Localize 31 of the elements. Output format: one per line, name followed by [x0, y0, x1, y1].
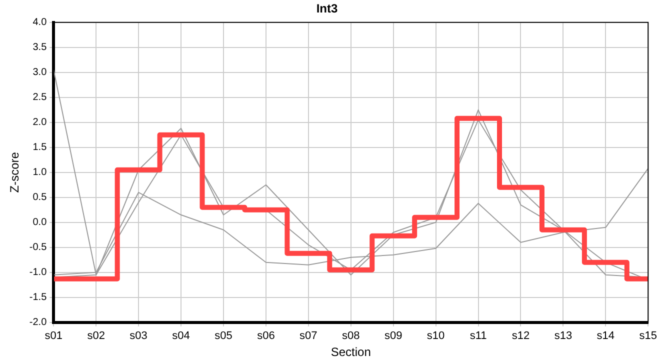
y-tick-label: -0.5	[29, 242, 48, 254]
x-tick-label: s11	[470, 330, 487, 342]
x-tick-label: s06	[257, 330, 275, 342]
x-tick-label: s08	[342, 330, 360, 342]
x-tick-label: s12	[512, 330, 530, 342]
x-tick-label: s02	[87, 330, 105, 342]
y-axis-title: Z-score	[8, 152, 22, 193]
y-tick-label: 3.5	[32, 42, 48, 54]
y-tick-label: -1.5	[29, 292, 48, 304]
x-tick-label: s10	[426, 330, 445, 342]
x-tick-label: s15	[639, 330, 658, 342]
x-tick-label: s07	[300, 330, 318, 342]
x-tick-label: s01	[44, 330, 63, 342]
y-tick-label: 1.5	[32, 142, 48, 154]
x-tick-label: s09	[384, 330, 402, 342]
x-tick-label: s13	[554, 330, 572, 342]
y-tick-label: 2.5	[32, 92, 48, 104]
y-tick-label: 4.0	[32, 17, 48, 28]
y-tick-label: -1.0	[29, 267, 48, 278]
y-tick-label: 0.0	[32, 217, 48, 228]
x-tick-label: s04	[172, 330, 190, 342]
y-tick-label: -2.0	[29, 317, 48, 328]
x-axis-title: Section	[330, 345, 371, 360]
y-tick-label: 2.0	[32, 117, 48, 128]
y-tick-label: 3.0	[32, 67, 48, 78]
y-tick-label: 0.5	[32, 192, 48, 204]
y-tick-label: 1.0	[32, 167, 48, 178]
x-tick-label: s05	[214, 330, 232, 342]
x-tick-label: s14	[596, 330, 615, 342]
x-tick-label: s03	[130, 330, 148, 342]
chart-title: Int3	[316, 2, 338, 16]
